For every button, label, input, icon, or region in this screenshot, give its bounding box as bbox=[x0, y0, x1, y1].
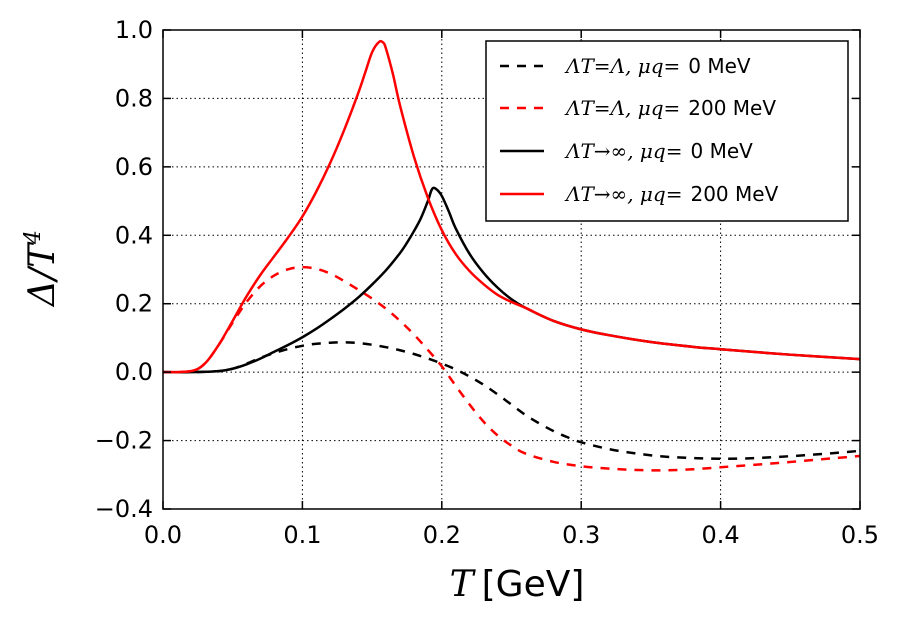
legend-label-value: 200 MeV bbox=[688, 96, 776, 120]
x-axis-label-symbol: T bbox=[450, 564, 477, 605]
y-axis-label-exponent: 4 bbox=[21, 230, 46, 245]
legend-frame bbox=[485, 40, 849, 222]
x-tick-label: 0.3 bbox=[562, 521, 600, 549]
x-tick-label: 0.4 bbox=[702, 521, 740, 549]
series-dashed-black-mu0 bbox=[162, 341, 861, 460]
y-tick-label: −0.4 bbox=[95, 495, 153, 523]
legend-label-math: ΛT→∞, μq= bbox=[564, 182, 682, 206]
legend-label: ΛT=Λ, μq= 0 MeV bbox=[564, 54, 751, 78]
x-tick-label: 0.1 bbox=[283, 521, 321, 549]
x-axis-label: T [GeV] bbox=[450, 564, 585, 605]
y-tick-label: −0.2 bbox=[95, 427, 153, 455]
legend-label-value: 0 MeV bbox=[690, 139, 753, 163]
legend-label: ΛT→∞, μq= 0 MeV bbox=[564, 139, 753, 163]
axis-ticks: 0.0 0.1 0.2 0.3 0.4 0.5 −0.4 −0.2 0.0 0.2 0.4 0.6 0.… bbox=[95, 16, 879, 549]
y-tick-label: 0.2 bbox=[115, 290, 153, 318]
x-axis-label-unit: [GeV] bbox=[482, 564, 585, 605]
y-axis-label-symbol: Δ/T bbox=[22, 241, 63, 308]
legend-label-value: 0 MeV bbox=[688, 54, 751, 78]
y-tick-label: 0.8 bbox=[115, 84, 153, 112]
legend-label-math: ΛT=Λ, μq= bbox=[564, 54, 680, 78]
series-lines bbox=[162, 39, 861, 472]
series-solid-red-mu200 bbox=[162, 39, 861, 374]
plot-area-frame bbox=[162, 29, 861, 510]
legend-label-value: 200 MeV bbox=[690, 182, 778, 206]
legend-item: ΛT→∞, μq= 0 MeV bbox=[500, 139, 753, 163]
svg-text:Δ/T4: Δ/T4 bbox=[21, 230, 63, 308]
x-tick-label: 0.0 bbox=[144, 521, 182, 549]
legend-item: ΛT=Λ, μq= 0 MeV bbox=[500, 54, 751, 78]
x-tick-label: 0.2 bbox=[423, 521, 461, 549]
y-tick-label: 0.0 bbox=[115, 358, 153, 386]
x-tick-label: 0.5 bbox=[841, 521, 879, 549]
y-axis-label: Δ/T4 bbox=[21, 230, 63, 308]
y-tick-label: 0.6 bbox=[115, 153, 153, 181]
legend-label: ΛT→∞, μq= 200 MeV bbox=[564, 182, 779, 206]
legend-label: ΛT=Λ, μq= 200 MeV bbox=[564, 96, 776, 120]
legend-label-math: ΛT=Λ, μq= bbox=[564, 96, 680, 120]
legend-item: ΛT=Λ, μq= 200 MeV bbox=[500, 96, 776, 120]
y-tick-label: 0.4 bbox=[115, 221, 153, 249]
legend-item: ΛT→∞, μq= 200 MeV bbox=[500, 182, 779, 206]
series-dashed-red-mu200 bbox=[162, 265, 861, 472]
y-tick-label: 1.0 bbox=[115, 16, 153, 44]
legend-label-math: ΛT→∞, μq= bbox=[564, 139, 682, 163]
svg-text:T[GeV]: T [GeV] bbox=[450, 564, 585, 605]
